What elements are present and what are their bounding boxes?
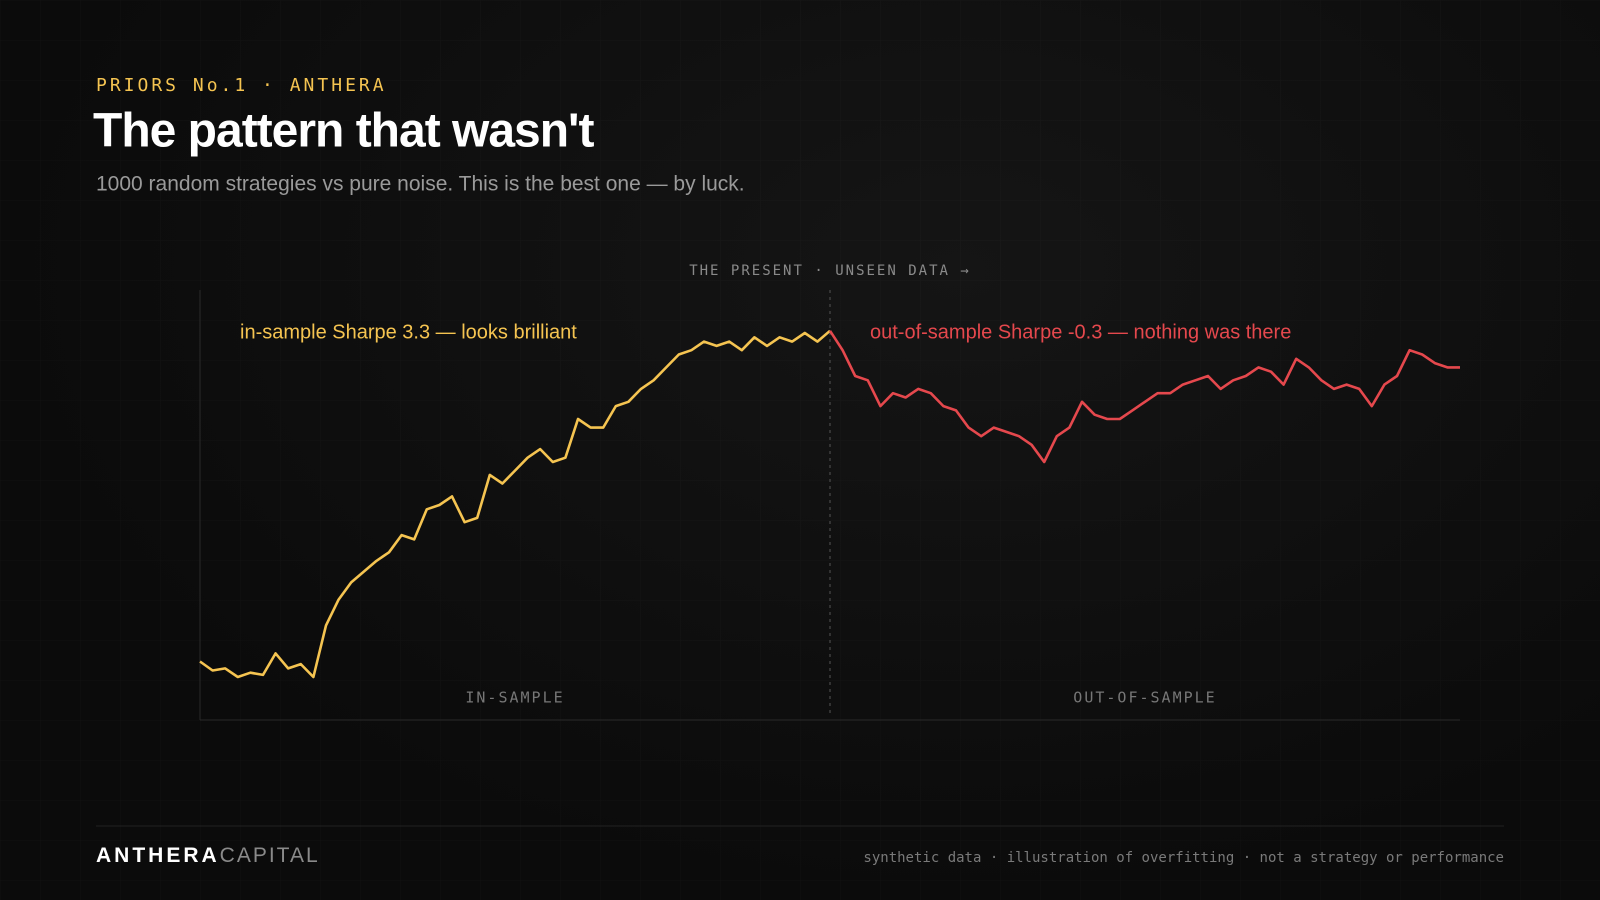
marker-label: THE PRESENT · UNSEEN DATA →	[689, 263, 971, 279]
region-label: IN-SAMPLE	[465, 689, 564, 707]
title: The pattern that wasn't	[93, 105, 594, 158]
brand-bold: ANTHERA	[96, 844, 220, 867]
series-annotation: out-of-sample Sharpe -0.3 — nothing was …	[870, 321, 1291, 343]
kicker: PRIORS No.1 · ANTHERA	[96, 75, 387, 96]
brand: ANTHERACAPITAL	[96, 844, 320, 867]
series-annotation: in-sample Sharpe 3.3 — looks brilliant	[240, 321, 577, 343]
brand-light: CAPITAL	[220, 844, 320, 867]
region-label: OUT-OF-SAMPLE	[1073, 689, 1216, 707]
series-line	[199, 329, 831, 679]
footnote: synthetic data · illustration of overfit…	[863, 850, 1504, 866]
series-line	[828, 330, 1460, 464]
subtitle: 1000 random strategies vs pure noise. Th…	[96, 173, 745, 196]
